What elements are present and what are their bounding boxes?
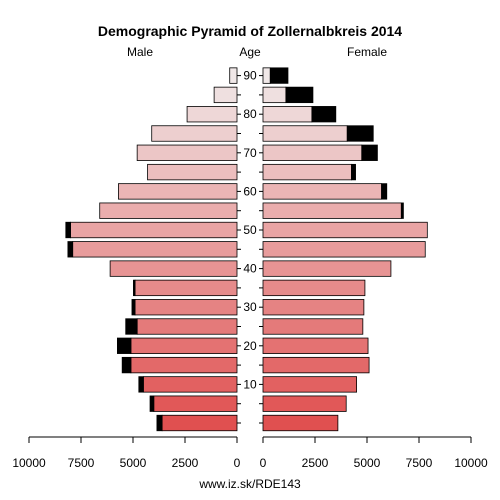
female-excess-bar-80-84 bbox=[311, 106, 337, 123]
female-bar-0-4 bbox=[262, 414, 339, 432]
female-x-tick-label-0: 0 bbox=[260, 456, 267, 470]
female-bar-45-49 bbox=[262, 241, 426, 258]
female-excess-bar-90+ bbox=[269, 67, 289, 84]
female-bar-80-84 bbox=[262, 106, 313, 123]
female-bar-90+ bbox=[262, 67, 271, 84]
female-x-tick-label-2500: 2500 bbox=[302, 456, 329, 470]
female-bar-50-54 bbox=[262, 221, 428, 239]
male-excess-bar-0-4 bbox=[156, 414, 163, 432]
female-bar-75-79 bbox=[262, 125, 348, 142]
male-bar-45-49 bbox=[72, 241, 238, 258]
age-tick-label-30: 30 bbox=[243, 300, 257, 314]
female-excess-bar-70-74 bbox=[361, 144, 378, 161]
male-bar-40-44 bbox=[109, 260, 238, 277]
male-bar-60-64 bbox=[118, 183, 238, 200]
axes-layer: 10 20 30 40 50 60 70 80 90 0 0 2500 2500 5000 5000 7500… bbox=[12, 69, 488, 470]
female-bar-60-64 bbox=[262, 183, 382, 200]
age-tick-label-70: 70 bbox=[243, 146, 257, 160]
male-bar-5-9 bbox=[153, 395, 238, 412]
male-x-tick-label-5000: 5000 bbox=[120, 456, 147, 470]
age-tick-label-60: 60 bbox=[243, 184, 257, 198]
male-bar-30-34 bbox=[134, 299, 238, 316]
age-tick-label-20: 20 bbox=[243, 339, 257, 353]
male-excess-bar-15-19 bbox=[121, 356, 132, 374]
female-excess-bar-65-69 bbox=[350, 163, 356, 181]
female-excess-bar-60-64 bbox=[381, 183, 388, 200]
chart-title: Demographic Pyramid of Zollernalbkreis 2… bbox=[98, 23, 402, 39]
male-bar-0-4 bbox=[161, 414, 238, 432]
male-bar-65-69 bbox=[147, 163, 238, 181]
male-bar-90+ bbox=[229, 67, 238, 84]
female-bar-40-44 bbox=[262, 260, 392, 277]
female-bar-30-34 bbox=[262, 299, 365, 316]
male-x-tick-label-2500: 2500 bbox=[172, 456, 199, 470]
male-bar-20-24 bbox=[130, 337, 238, 354]
female-bar-5-9 bbox=[262, 395, 347, 412]
male-label: Male bbox=[127, 45, 153, 59]
male-excess-bar-20-24 bbox=[117, 337, 132, 354]
male-bar-50-54 bbox=[70, 221, 238, 239]
male-bar-70-74 bbox=[136, 144, 238, 161]
male-bar-55-59 bbox=[99, 202, 238, 219]
source-footer: www.iz.sk/RDE143 bbox=[198, 477, 301, 491]
male-excess-bar-25-29 bbox=[125, 318, 138, 335]
male-excess-bar-35-39 bbox=[133, 279, 136, 297]
age-tick-label-90: 90 bbox=[243, 69, 257, 83]
male-bar-10-14 bbox=[142, 376, 238, 393]
age-label: Age bbox=[239, 45, 261, 59]
male-bar-25-29 bbox=[136, 318, 238, 335]
bars-layer bbox=[65, 67, 428, 432]
male-excess-bar-30-34 bbox=[131, 299, 136, 316]
female-bar-35-39 bbox=[262, 279, 366, 297]
female-bar-25-29 bbox=[262, 318, 364, 335]
male-bar-35-39 bbox=[134, 279, 238, 297]
female-label: Female bbox=[347, 45, 387, 59]
male-excess-bar-50-54 bbox=[65, 221, 72, 239]
female-bar-10-14 bbox=[262, 376, 357, 393]
age-tick-label-80: 80 bbox=[243, 107, 257, 121]
female-x-tick-label-7500: 7500 bbox=[406, 456, 433, 470]
male-x-tick-label-10000: 10000 bbox=[12, 456, 46, 470]
female-bar-65-69 bbox=[262, 163, 352, 181]
female-x-tick-label-5000: 5000 bbox=[354, 456, 381, 470]
female-bar-15-19 bbox=[262, 356, 370, 374]
female-excess-bar-55-59 bbox=[400, 202, 404, 219]
male-excess-bar-10-14 bbox=[138, 376, 144, 393]
male-excess-bar-45-49 bbox=[67, 241, 74, 258]
female-excess-bar-85-89 bbox=[285, 86, 314, 104]
male-bar-85-89 bbox=[213, 86, 238, 104]
male-bar-15-19 bbox=[130, 356, 238, 374]
male-excess-bar-5-9 bbox=[149, 395, 155, 412]
male-bar-80-84 bbox=[186, 106, 238, 123]
age-tick-label-10: 10 bbox=[243, 377, 257, 391]
male-x-tick-label-0: 0 bbox=[234, 456, 241, 470]
female-bar-85-89 bbox=[262, 86, 287, 104]
female-bar-20-24 bbox=[262, 337, 369, 354]
male-x-tick-label-7500: 7500 bbox=[68, 456, 95, 470]
female-bar-55-59 bbox=[262, 202, 402, 219]
male-bar-75-79 bbox=[151, 125, 238, 142]
female-excess-bar-75-79 bbox=[346, 125, 374, 142]
age-tick-label-50: 50 bbox=[243, 223, 257, 237]
female-bar-70-74 bbox=[262, 144, 363, 161]
female-x-tick-label-10000: 10000 bbox=[454, 456, 488, 470]
age-tick-label-40: 40 bbox=[243, 262, 257, 276]
